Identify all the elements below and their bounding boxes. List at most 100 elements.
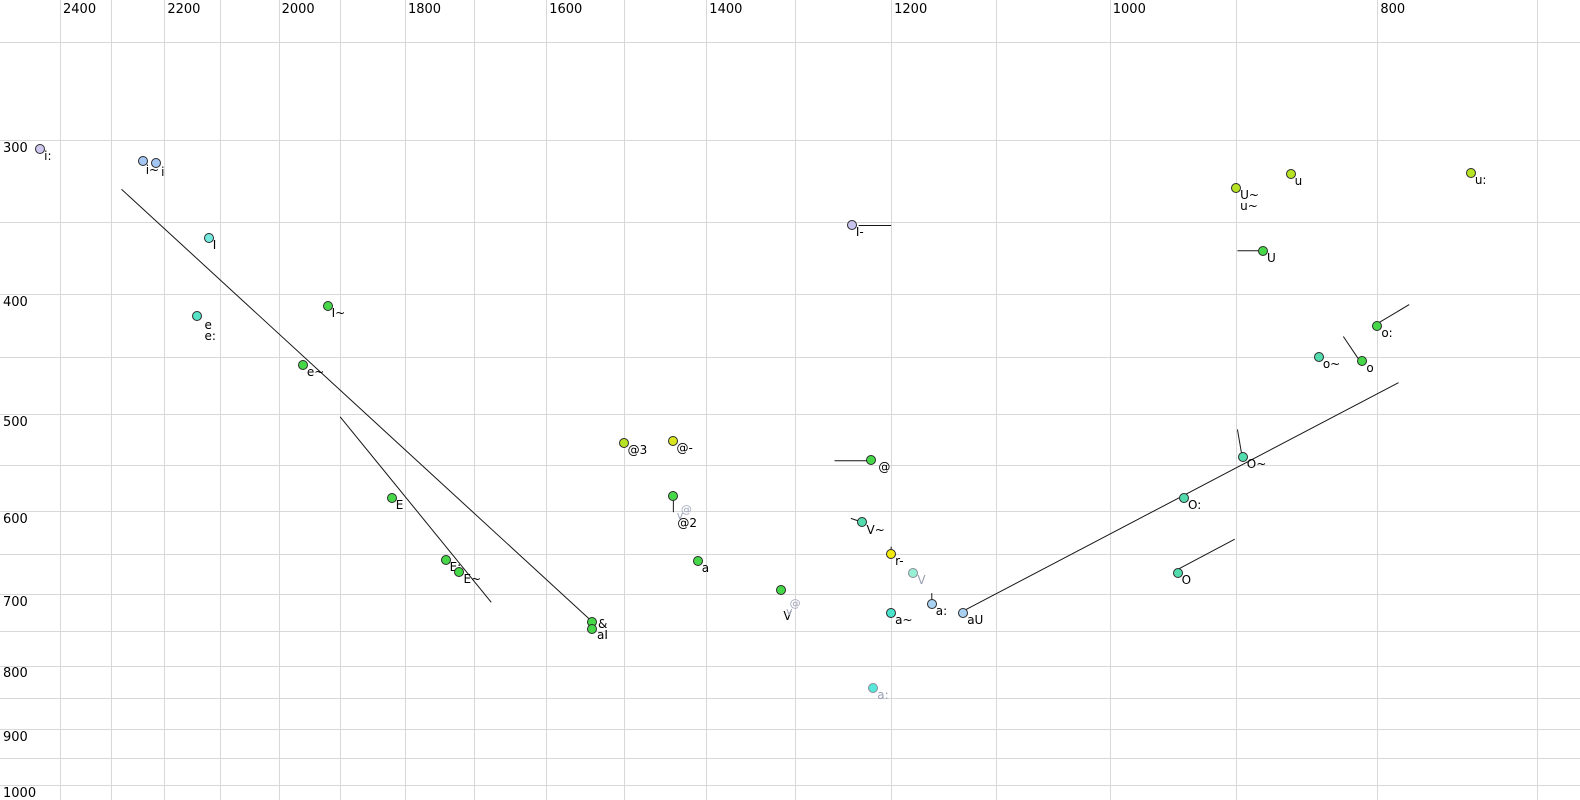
gridline-y-650 [0,554,1580,556]
point-label-o: o [1366,360,1374,375]
y-tick-400: 400 [3,295,28,310]
gridline-x-2000 [278,0,280,800]
data-point-sym[interactable] [866,454,877,465]
data-point-i[interactable] [137,155,148,166]
point-label-e: E~ [463,572,482,587]
gridline-x-1500 [623,0,625,800]
data-point-v[interactable] [908,567,919,578]
point-label-o: o~ [1322,357,1341,372]
data-point-e[interactable] [386,492,397,503]
data-point-o[interactable] [1313,352,1324,363]
data-point-a[interactable] [692,555,703,566]
data-point-i[interactable] [322,300,333,311]
point-label-i: I [212,237,217,252]
gridline-x-1600 [546,0,548,800]
data-point-ai[interactable] [587,623,598,634]
gridline-y-500 [0,413,1580,415]
x-tick-2200: 2200 [167,2,201,17]
data-point-u[interactable] [1285,169,1296,180]
point-label-u: u: [1474,172,1487,187]
data-point-3[interactable] [618,437,629,448]
point-label-a: a~ [895,612,913,627]
gridline-y-900 [0,728,1580,730]
point-label-sym: @ [878,459,891,474]
point-label-o: O [1181,572,1192,587]
data-point-v[interactable] [856,516,867,527]
point-label-a: a [701,560,710,575]
gridline-x-900 [1236,0,1238,800]
point-label-u: U [1267,250,1276,265]
point-label-i: i [161,164,165,179]
data-point-au[interactable] [958,607,969,618]
point-label-a: a: [877,687,889,702]
annotation-v: v [676,509,684,523]
data-point-a[interactable] [868,682,879,693]
gridline-x-800 [1377,0,1379,800]
trajectory-e-line [339,416,492,603]
point-label-i: i: [44,148,52,163]
data-point-i[interactable] [846,220,857,231]
point-label-e: E: [450,561,462,573]
data-point-e[interactable] [454,567,465,578]
point-label-e: e~ [306,365,325,380]
point-label-v: V~ [866,522,885,537]
y-tick-1000: 1000 [3,786,37,800]
gridline-x-2200 [164,0,166,800]
point-label-2: @2 [677,515,697,530]
point-label-v: V [917,572,926,587]
gridline-y-600 [0,511,1580,513]
point-label-3: @3 [627,442,648,457]
x-tick-1000: 1000 [1112,2,1146,17]
data-point-a[interactable] [926,598,937,609]
point-label-o: O: [1187,497,1202,512]
point-label-sym: & [598,616,608,631]
x-tick-1800: 1800 [407,2,442,17]
x-tick-800: 800 [1380,2,1406,17]
point-label-i: I~ [331,305,346,320]
x-tick-1200: 1200 [894,2,928,17]
gridline-x-2300 [111,0,112,800]
data-point-i[interactable] [203,232,214,243]
point-label-au: aU [967,612,984,627]
point-label-u: u [1294,174,1303,189]
point-label-r: r- [895,554,904,569]
point-label-e: E [395,497,404,512]
gridline-x-2400 [60,0,61,800]
data-point-u[interactable] [1231,182,1242,193]
data-point-r[interactable] [886,549,897,560]
data-point-o[interactable] [1172,567,1183,578]
x-tick-1600: 1600 [549,2,583,17]
data-point-i[interactable] [35,143,46,154]
gridline-y-350 [0,222,1580,224]
annotation-sym: @ [789,597,801,611]
data-point-e[interactable] [440,554,451,565]
data-point-e[interactable] [192,311,203,322]
data-point-v[interactable] [776,585,787,596]
point-label-ai: aI [597,627,608,642]
data-point-o[interactable] [1237,451,1248,462]
data-point-o[interactable] [1357,355,1368,366]
data-point-sym[interactable] [667,435,678,446]
gridline-x-1700 [473,0,475,800]
y-tick-500: 500 [3,414,28,430]
gridline-y-1000 [0,785,1580,787]
trajectory-o-line [1342,336,1359,359]
data-point-e[interactable] [297,360,308,371]
gridline-y-950 [0,757,1580,759]
point-label-e: e e: [204,318,216,344]
data-point-u[interactable] [1465,167,1476,178]
data-point-2[interactable] [668,490,679,501]
trajectory-i-to-ai-line [121,188,593,622]
data-point-i[interactable] [151,157,162,168]
data-point-o[interactable] [1372,321,1383,332]
gridline-x-1300 [795,0,797,800]
point-label-o: O~ [1246,456,1267,471]
gridline-y-250 [0,42,1580,44]
data-point-a[interactable] [886,607,897,618]
data-point-o[interactable] [1178,492,1189,503]
gridline-x-1900 [340,0,342,800]
data-point-u[interactable] [1258,245,1269,256]
gridline-x-1400 [706,0,708,800]
point-label-sym: @- [676,440,693,455]
